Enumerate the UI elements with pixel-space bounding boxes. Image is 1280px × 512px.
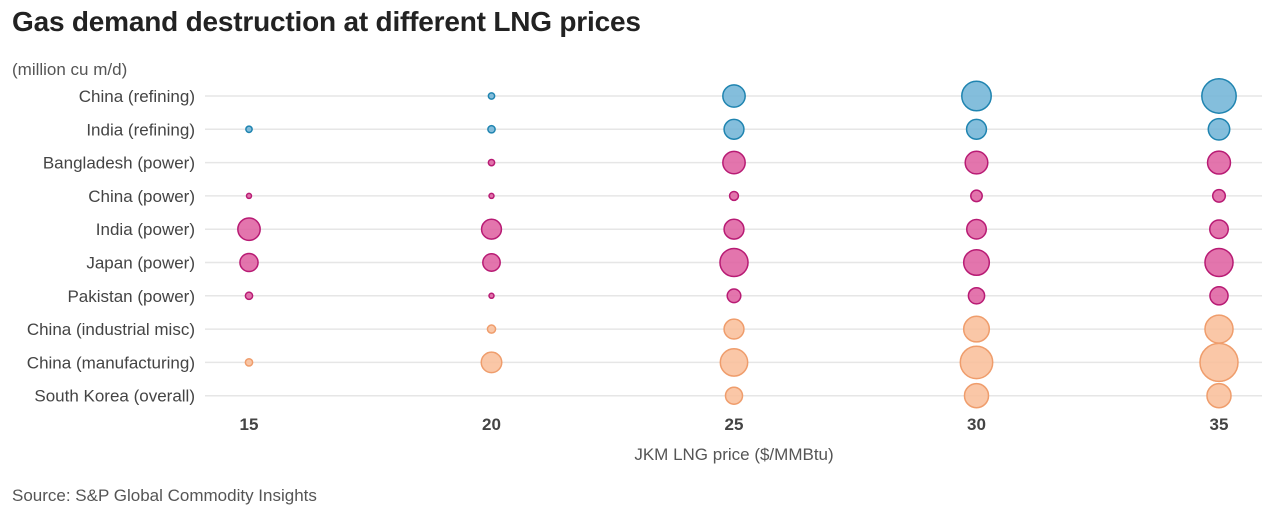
source-note: Source: S&P Global Commodity Insights: [12, 486, 317, 505]
bubble: [237, 217, 261, 242]
bubble: [245, 192, 253, 200]
bubble: [1206, 382, 1232, 409]
x-tick-label: 25: [725, 415, 744, 434]
x-tick-label: 20: [482, 415, 501, 434]
bubble: [487, 158, 496, 167]
category-label: China (manufacturing): [27, 353, 195, 372]
bubble: [965, 118, 988, 140]
bubble: [962, 315, 991, 343]
bubbles: [237, 78, 1239, 409]
bubble: [487, 92, 496, 100]
bubble: [961, 80, 992, 112]
bubble: [488, 292, 495, 300]
bubble: [1204, 247, 1234, 278]
category-label: China (refining): [79, 87, 195, 106]
bubble: [1209, 219, 1229, 240]
bubble: [1204, 314, 1234, 344]
x-axis-label: JKM LNG price ($/MMBtu): [634, 445, 833, 464]
bubble: [959, 345, 994, 380]
bubble: [719, 347, 749, 377]
category-label: India (refining): [86, 120, 195, 139]
category-label: China (industrial misc): [27, 320, 195, 339]
bubble: [487, 124, 496, 134]
bubble: [245, 125, 253, 134]
bubble: [724, 386, 744, 405]
category-label: India (power): [96, 220, 195, 239]
bubble: [723, 318, 745, 340]
category-label: Japan (power): [86, 254, 195, 273]
bubble: [728, 190, 740, 202]
bubble: [244, 291, 254, 301]
bubble: [722, 150, 746, 175]
category-label: Bangladesh (power): [43, 154, 195, 173]
category-label: South Korea (overall): [34, 387, 195, 406]
bubble: [480, 218, 503, 240]
x-tick-label: 30: [967, 415, 986, 434]
bubble: [239, 252, 259, 273]
bubble-chart: China (refining) India (refining) Banglade…: [27, 78, 1262, 464]
bubble: [480, 351, 503, 374]
unit-label: (million cu m/d): [12, 60, 128, 79]
x-tick-label: 15: [240, 415, 259, 434]
bubble: [723, 218, 745, 240]
bubble: [1209, 285, 1229, 306]
bubble: [963, 382, 990, 409]
bubble: [1206, 150, 1232, 175]
bubble: [1211, 188, 1227, 203]
bubble: [964, 150, 989, 175]
bubble: [962, 248, 991, 277]
bubble: [967, 286, 986, 305]
category-labels: China (refining) India (refining) Banglade…: [27, 87, 195, 406]
x-ticks: 15 20 25 30 35: [240, 415, 1229, 434]
bubble: [726, 288, 742, 304]
bubble: [1207, 117, 1231, 141]
bubble: [723, 118, 745, 140]
x-tick-label: 35: [1210, 415, 1229, 434]
bubble: [965, 218, 988, 240]
bubble: [719, 247, 749, 278]
category-label: Pakistan (power): [67, 287, 195, 306]
bubble: [486, 324, 497, 334]
bubble: [488, 192, 495, 200]
bubble: [244, 358, 254, 367]
bubble: [482, 253, 501, 272]
bubble: [970, 189, 983, 203]
bubble: [1201, 78, 1237, 114]
category-label: China (power): [88, 187, 195, 206]
bubble: [722, 84, 746, 108]
chart-title: Gas demand destruction at different LNG …: [12, 6, 641, 37]
bubble: [1199, 342, 1239, 383]
